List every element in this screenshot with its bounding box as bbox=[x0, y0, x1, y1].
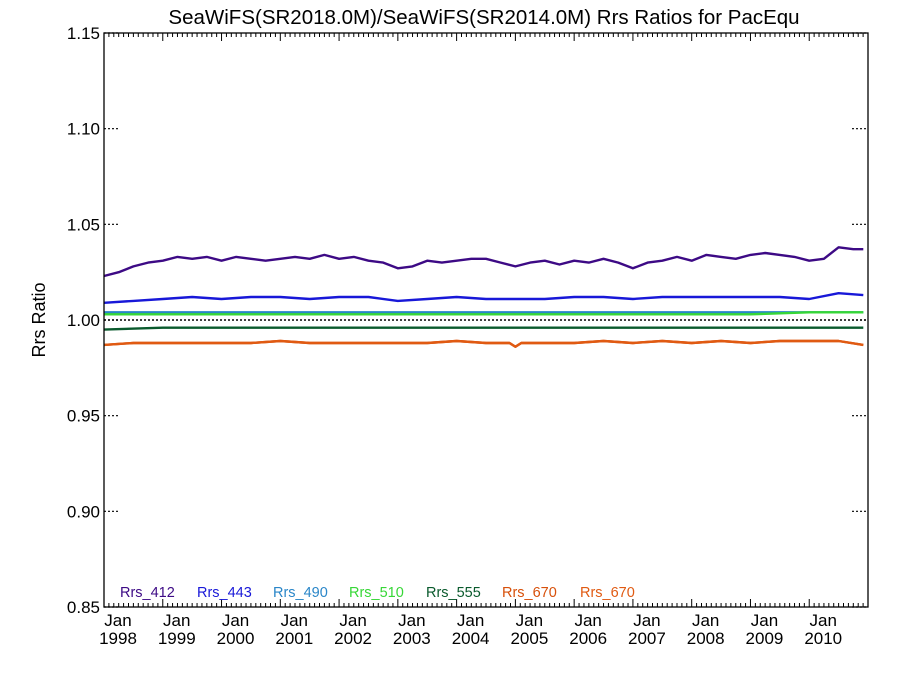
y-axis-label: Rrs Ratio bbox=[29, 282, 49, 357]
legend-item-rrs-443-1: Rrs_443 bbox=[197, 585, 252, 601]
x-tick-label-year: 2005 bbox=[510, 629, 548, 648]
y-tick-labels: 0.85 0.90 0.95 1.00 1.05 1.10 1.15 bbox=[67, 24, 100, 617]
x-tick-label-month: Jan bbox=[751, 611, 778, 630]
plot-frame bbox=[103, 32, 869, 608]
series-line-rrs-443-1 bbox=[103, 292, 864, 304]
legend-item-rrs-490-2: Rrs_490 bbox=[273, 585, 328, 601]
x-tick-label-month: Jan bbox=[398, 611, 425, 630]
x-tick-label-month: Jan bbox=[339, 611, 366, 630]
x-tick-label-year: 2004 bbox=[452, 629, 490, 648]
x-tick-label-year: 2001 bbox=[275, 629, 313, 648]
x-tick-label-month: Jan bbox=[633, 611, 660, 630]
y-tick-label: 0.85 bbox=[67, 598, 100, 617]
x-tick-label-year: 2008 bbox=[687, 629, 725, 648]
chart-title: SeaWiFS(SR2018.0M)/SeaWiFS(SR2014.0M) Rr… bbox=[168, 6, 799, 29]
x-tick-label-month: Jan bbox=[457, 611, 484, 630]
x-tick-label-month: Jan bbox=[692, 611, 719, 630]
legend-item-rrs-555-4: Rrs_555 bbox=[426, 585, 481, 601]
legend-item-rrs-412-0: Rrs_412 bbox=[120, 585, 175, 601]
x-tick-labels: Jan1998Jan1999Jan2000Jan2001Jan2002Jan20… bbox=[99, 611, 842, 648]
series-line-rrs-670-6 bbox=[103, 339, 864, 348]
x-tick-label-month: Jan bbox=[516, 611, 543, 630]
y-tick-label: 1.10 bbox=[67, 120, 100, 139]
y-tick-label: 0.95 bbox=[67, 407, 100, 426]
x-tick-label-year: 2002 bbox=[334, 629, 372, 648]
x-tick-label-year: 1998 bbox=[99, 629, 137, 648]
x-tick-label-month: Jan bbox=[163, 611, 190, 630]
series-line-rrs-555-4 bbox=[103, 326, 864, 331]
x-tick-label-month: Jan bbox=[281, 611, 308, 630]
x-tick-label-month: Jan bbox=[810, 611, 837, 630]
x-tick-label-year: 1999 bbox=[158, 629, 196, 648]
y-tick-label: 1.00 bbox=[67, 311, 100, 330]
y-tick-label: 0.90 bbox=[67, 502, 100, 521]
x-tick-label-month: Jan bbox=[574, 611, 601, 630]
legend: Rrs_412 Rrs_443 Rrs_490 Rrs_510 Rrs_555 Rrs_6… bbox=[120, 585, 635, 601]
x-tick-label-year: 2007 bbox=[628, 629, 666, 648]
x-tick-label-month: Jan bbox=[104, 611, 131, 630]
series-line-rrs-510-3 bbox=[104, 311, 864, 316]
x-tick-label-year: 2003 bbox=[393, 629, 431, 648]
series-line-rrs-412-0 bbox=[103, 246, 864, 278]
x-tick-label-year: 2000 bbox=[217, 629, 255, 648]
y-tick-label: 1.15 bbox=[67, 24, 100, 43]
x-tick-label-year: 2009 bbox=[746, 629, 784, 648]
x-tick-label-year: 2010 bbox=[804, 629, 842, 648]
legend-item-rrs-670-5: Rrs_670 bbox=[502, 585, 557, 601]
series-layer bbox=[103, 246, 864, 348]
x-tick-label-year: 2006 bbox=[569, 629, 607, 648]
y-tick-label: 1.05 bbox=[67, 215, 100, 234]
legend-item-rrs-510-3: Rrs_510 bbox=[349, 585, 404, 601]
x-tick-label-month: Jan bbox=[222, 611, 249, 630]
legend-item-rrs-670-6: Rrs_670 bbox=[580, 585, 635, 601]
